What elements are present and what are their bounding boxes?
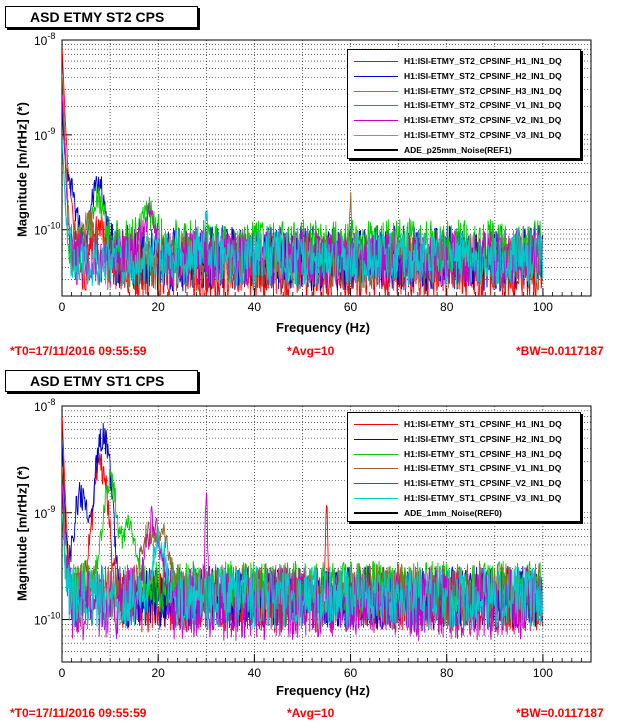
legend-entry: H1:ISI-ETMY_ST1_CPSINF_V3_IN1_DQ: [348, 491, 580, 507]
legend-entry: H1:ISI-ETMY_ST1_CPSINF_H3_IN1_DQ: [348, 447, 580, 463]
legend-swatch: [354, 135, 398, 136]
y-tick-label: 10-9: [34, 504, 55, 521]
legend-label: H1:ISI-ETMY_ST2_CPSINF_V3_IN1_DQ: [404, 130, 562, 140]
series-line: [62, 139, 543, 288]
legend-entry: H1:ISI-ETMY_ST1_CPSINF_V2_IN1_DQ: [348, 476, 580, 492]
legend-label: H1:ISI-ETMY_ST1_CPSINF_H2_IN1_DQ: [404, 433, 562, 444]
legend-swatch: [354, 105, 398, 107]
legend-swatch: [354, 498, 398, 499]
legend-swatch: [354, 483, 398, 485]
legend-entry: H1:ISI-ETMY_ST2_CPSINF_H1_IN1_DQ: [348, 54, 580, 70]
avg-annotation-st2: *Avg=10: [287, 344, 335, 358]
y-tick-label: 10-8: [34, 397, 55, 414]
chart-panel-st2: 0 20 40 60 80 100 10-8 10-9 10-10 ASD ETMY ST2 C…: [5, 6, 604, 358]
legend-swatch: [354, 75, 398, 77]
t0-annotation-st1: *T0=17/11/2016 09:55:59: [10, 706, 147, 720]
y-axis-label-st1: Magnitude [m/rtHz] (*): [14, 465, 30, 602]
legend-label: H1:ISI-ETMY_ST1_CPSINF_V3_IN1_DQ: [404, 493, 562, 503]
legend-label: H1:ISI-ETMY_ST1_CPSINF_H3_IN1_DQ: [404, 448, 562, 459]
legend-swatch: [354, 90, 398, 92]
legend-entry: ADE_1mm_Noise(REF0): [348, 506, 580, 522]
legend-label: H1:ISI-ETMY_ST2_CPSINF_H2_IN1_DQ: [404, 70, 562, 81]
chart-panel-st1: 0 20 40 60 80 100 10-8 10-9 10-10 ASD ETMY ST1 C…: [0, 364, 631, 728]
legend-entry: H1:ISI-ETMY_ST1_CPSINF_H2_IN1_DQ: [348, 432, 580, 448]
x-tick-label: 20: [152, 666, 166, 680]
legend-label: ADE_1mm_Noise(REF0): [404, 507, 502, 518]
x-tick-label: 60: [344, 666, 358, 680]
plot-svg-st1: 0 20 40 60 80 100 10-8 10-9 10-10: [34, 397, 592, 680]
y-tick-label: 10-10: [34, 611, 60, 628]
legend-label: H1:ISI-ETMY_ST1_CPSINF_H1_IN1_DQ: [404, 419, 562, 429]
legend-entry: H1:ISI-ETMY_ST2_CPSINF_V2_IN1_DQ: [348, 113, 580, 129]
x-tick-label: 0: [59, 300, 66, 314]
y-tick-label: 10-9: [34, 126, 55, 143]
y-tick-label: 10-10: [34, 221, 60, 238]
legend-swatch: [354, 438, 398, 440]
legend-swatch: [354, 453, 398, 455]
legend-label: H1:ISI-ETMY_ST2_CPSINF_V2_IN1_DQ: [404, 115, 562, 126]
y-axis-label-st2: Magnitude [m/rtHz] (*): [14, 101, 30, 238]
legend-label: H1:ISI-ETMY_ST2_CPSINF_V1_IN1_DQ: [404, 100, 562, 111]
y-tick-label: 10-8: [34, 31, 55, 48]
t0-annotation-st2: *T0=17/11/2016 09:55:59: [10, 344, 147, 358]
legend-label: H1:ISI-ETMY_ST2_CPSINF_H3_IN1_DQ: [404, 85, 562, 96]
x-tick-label: 20: [152, 300, 166, 314]
bw-annotation-st2: *BW=0.0117187: [516, 344, 604, 358]
chart-title-st2: ASD ETMY ST2 CPS: [5, 6, 198, 28]
bw-annotation-st1: *BW=0.0117187: [516, 706, 604, 720]
chart-title-st1: ASD ETMY ST1 CPS: [5, 370, 198, 392]
legend-label: ADE_p25mm_Noise(REF1): [404, 144, 512, 155]
legend-entry: H1:ISI-ETMY_ST1_CPSINF_H1_IN1_DQ: [348, 417, 580, 433]
legend-swatch: [354, 120, 398, 122]
legend-entry: H1:ISI-ETMY_ST2_CPSINF_H3_IN1_DQ: [348, 84, 580, 100]
legend-label: H1:ISI-ETMY_ST2_CPSINF_H1_IN1_DQ: [404, 56, 562, 66]
x-tick-label: 40: [248, 666, 262, 680]
legend-st1: H1:ISI-ETMY_ST1_CPSINF_H1_IN1_DQ H1:ISI-E…: [347, 412, 581, 522]
series-line: [62, 515, 543, 630]
x-tick-label: 100: [533, 300, 553, 314]
x-tick-label: 0: [59, 666, 66, 680]
x-axis-label-st2: Frequency (Hz): [276, 320, 370, 335]
x-tick-label: 80: [440, 300, 454, 314]
legend-label: H1:ISI-ETMY_ST1_CPSINF_V2_IN1_DQ: [404, 478, 562, 489]
legend-swatch: [354, 61, 398, 62]
legend-swatch: [354, 511, 398, 514]
x-tick-label: 40: [248, 300, 262, 314]
legend-entry: H1:ISI-ETMY_ST2_CPSINF_V1_IN1_DQ: [348, 98, 580, 114]
x-tick-label: 100: [533, 666, 553, 680]
x-tick-label: 80: [440, 666, 454, 680]
legend-entry: H1:ISI-ETMY_ST2_CPSINF_H2_IN1_DQ: [348, 69, 580, 85]
legend-swatch: [354, 468, 398, 470]
legend-swatch: [354, 148, 398, 151]
legend-entry: ADE_p25mm_Noise(REF1): [348, 143, 580, 159]
legend-label: H1:ISI-ETMY_ST1_CPSINF_V1_IN1_DQ: [404, 463, 562, 474]
legend-entry: H1:ISI-ETMY_ST2_CPSINF_V3_IN1_DQ: [348, 128, 580, 144]
x-tick-label: 60: [344, 300, 358, 314]
avg-annotation-st1: *Avg=10: [287, 706, 335, 720]
legend-st2: H1:ISI-ETMY_ST2_CPSINF_H1_IN1_DQ H1:ISI-E…: [347, 49, 581, 159]
legend-entry: H1:ISI-ETMY_ST1_CPSINF_V1_IN1_DQ: [348, 461, 580, 477]
x-axis-label-st1: Frequency (Hz): [276, 683, 370, 698]
legend-swatch: [354, 424, 398, 425]
